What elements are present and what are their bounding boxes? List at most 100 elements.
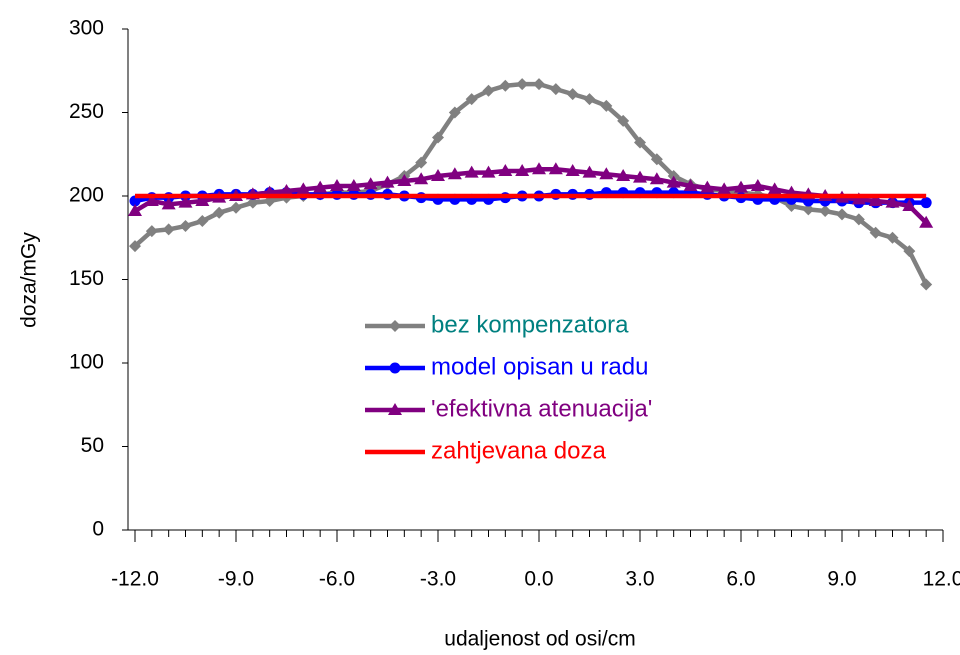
marker: [734, 180, 748, 193]
marker: [767, 182, 782, 195]
marker: [666, 175, 681, 188]
series-line: [133, 81, 929, 286]
marker: [886, 231, 899, 244]
marker: [415, 156, 428, 169]
y-tick-label: 100: [69, 351, 104, 374]
marker: [313, 180, 328, 193]
marker: [296, 182, 311, 195]
marker: [178, 195, 193, 208]
marker: [330, 178, 344, 191]
marker: [885, 195, 900, 208]
marker: [836, 208, 848, 221]
marker: [819, 205, 832, 218]
marker: [599, 167, 614, 180]
legend-label: 'efektivna atenuacija': [431, 395, 652, 422]
marker: [634, 136, 646, 149]
marker: [482, 84, 495, 97]
marker: [868, 194, 883, 207]
marker: [481, 165, 496, 178]
x-tick-label: -6.0: [319, 568, 355, 591]
marker: [920, 278, 933, 291]
legend-marker: [388, 403, 402, 415]
legend-label: zahtjevana doza: [431, 437, 606, 464]
y-tick-label: 300: [69, 17, 104, 40]
x-tick-label: -9.0: [218, 568, 254, 591]
marker: [161, 197, 176, 210]
x-tick-label: 0.0: [524, 568, 553, 591]
marker: [465, 93, 478, 106]
x-tick-label: 6.0: [726, 568, 755, 591]
marker: [179, 220, 192, 233]
legend-label: bez kompenzatora: [431, 311, 629, 338]
marker: [617, 114, 630, 127]
x-tick-label: 12.0: [923, 568, 960, 591]
marker: [616, 168, 631, 181]
marker: [919, 215, 934, 228]
marker: [532, 162, 546, 175]
marker: [566, 88, 579, 101]
marker: [498, 163, 513, 176]
marker: [548, 162, 563, 175]
marker: [582, 165, 597, 178]
marker: [533, 78, 545, 91]
marker: [700, 180, 715, 193]
marker: [851, 192, 866, 205]
marker: [448, 106, 461, 119]
marker: [246, 196, 259, 209]
y-tick-label: 0: [92, 518, 104, 541]
y-tick-label: 200: [69, 184, 104, 207]
marker: [717, 182, 732, 195]
marker: [447, 167, 462, 180]
marker: [432, 131, 444, 144]
marker: [414, 172, 429, 185]
marker: [363, 177, 378, 190]
marker: [431, 168, 445, 181]
marker: [145, 225, 158, 238]
marker: [649, 172, 664, 185]
legend-label: model opisan u radu: [431, 353, 648, 380]
x-tick-label: -12.0: [111, 568, 159, 591]
marker: [650, 153, 663, 166]
marker: [920, 197, 932, 209]
legend-marker: [389, 362, 401, 374]
marker: [230, 201, 242, 214]
marker: [565, 163, 580, 176]
legend-marker: [389, 320, 401, 332]
marker: [162, 223, 175, 236]
marker: [903, 245, 916, 258]
y-tick-label: 150: [69, 267, 104, 290]
marker: [380, 175, 395, 188]
marker: [869, 226, 882, 239]
x-tick-label: 9.0: [827, 568, 856, 591]
y-tick-label: 50: [81, 434, 104, 457]
legend: bez kompenzatora model opisan u radu 'efek…: [365, 311, 652, 464]
x-tick-label: -3.0: [420, 568, 456, 591]
marker: [750, 178, 765, 191]
marker: [499, 79, 512, 92]
marker: [129, 195, 141, 207]
marker: [464, 165, 479, 178]
marker: [213, 206, 226, 219]
marker: [802, 203, 815, 216]
y-axis-label: doza/mGy: [18, 232, 41, 328]
marker: [397, 173, 412, 186]
marker: [195, 194, 210, 207]
marker: [129, 240, 141, 253]
marker: [516, 78, 529, 91]
marker: [196, 215, 209, 228]
marker: [852, 213, 865, 226]
marker: [683, 178, 698, 191]
marker: [346, 178, 361, 191]
marker: [128, 204, 142, 217]
marker: [902, 199, 917, 212]
marker: [279, 183, 294, 196]
marker: [144, 194, 159, 207]
marker: [583, 93, 596, 106]
marker: [600, 99, 613, 112]
x-axis-label: udaljenost od osi/cm: [444, 628, 635, 651]
series: [129, 78, 933, 291]
marker: [549, 83, 562, 96]
x-tick-label: 3.0: [625, 568, 654, 591]
marker: [515, 163, 530, 176]
